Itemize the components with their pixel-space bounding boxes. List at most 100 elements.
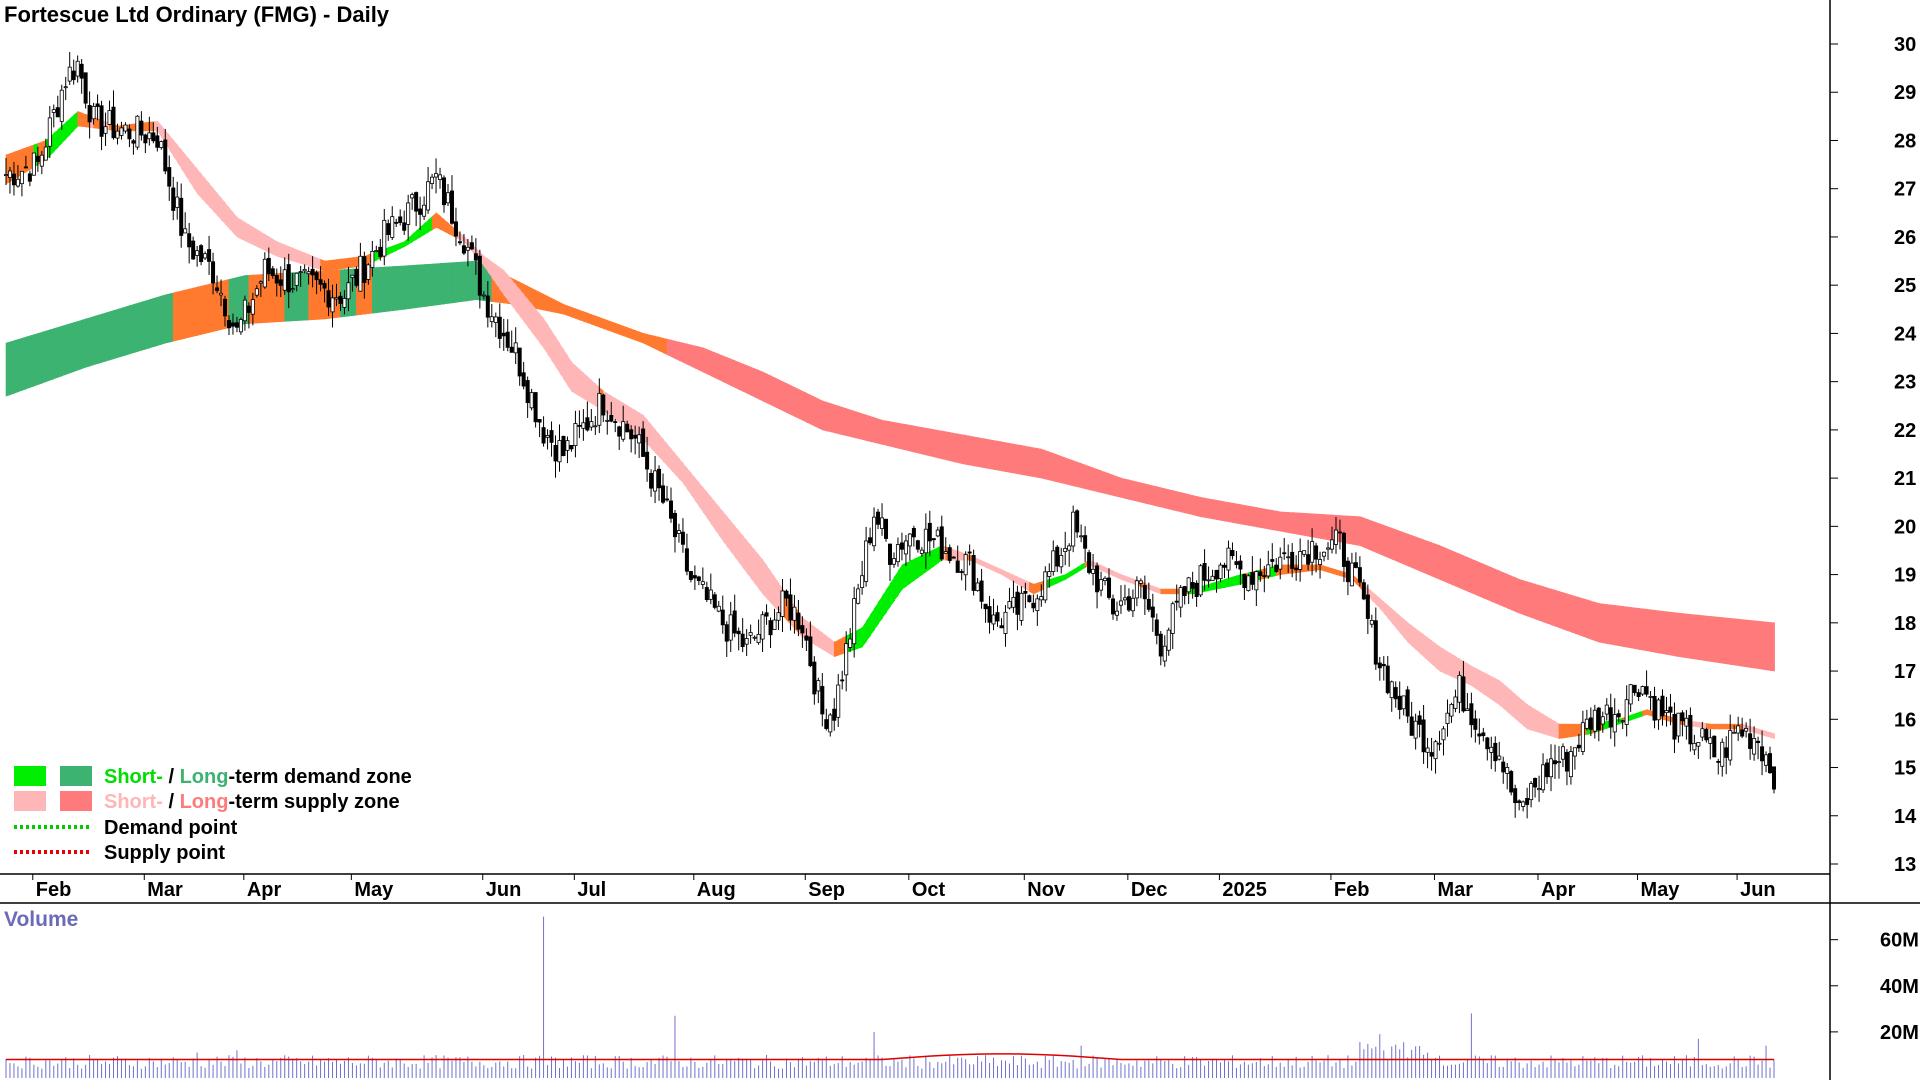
candle-body (1676, 712, 1681, 737)
candle-body (585, 417, 590, 431)
short-term-zone-segment (893, 570, 899, 602)
candle-body (195, 250, 200, 256)
candle-body (1533, 777, 1538, 788)
candle-body (382, 219, 387, 257)
candle-body (322, 283, 327, 289)
candle-body (334, 297, 339, 300)
candle-body (645, 451, 650, 470)
candle-body (139, 120, 144, 136)
candle-body (1019, 592, 1024, 621)
candle-body (649, 472, 654, 489)
candle-body (1481, 732, 1486, 737)
short-term-zone-segment (889, 576, 895, 608)
candle-body (370, 251, 375, 268)
y-tick-label: 21 (1894, 468, 1916, 490)
candle-body (553, 444, 558, 462)
candle-body (115, 130, 120, 139)
candle-body (15, 178, 20, 187)
candle-body (995, 612, 1000, 622)
candle-body (509, 346, 514, 353)
y-tick-label: 30 (1894, 34, 1916, 56)
candle-body (1716, 760, 1721, 763)
candle-body (219, 292, 224, 296)
candle-body (473, 253, 478, 261)
candle-body (1409, 716, 1414, 736)
short-term-zone-segment (1769, 732, 1775, 739)
candle-body (700, 581, 705, 585)
candle-body (1461, 676, 1466, 712)
candle-body (1349, 562, 1354, 587)
candle-body (1110, 598, 1115, 615)
short-term-zone-segment (873, 601, 879, 631)
candle-body (1250, 572, 1255, 585)
candle-body (1278, 556, 1283, 570)
y-tick-label: 27 (1894, 179, 1916, 201)
candle-body (79, 63, 84, 79)
short-term-zone-segment (57, 125, 63, 148)
candle-body (282, 269, 287, 291)
candle-body (836, 684, 841, 718)
candle-body (171, 187, 176, 211)
candle-body (489, 316, 494, 322)
volume-tick-label: 60M (1880, 930, 1919, 952)
candle-body (223, 298, 228, 317)
legend-text-part: Short- (104, 791, 163, 813)
candle-body (1421, 719, 1426, 753)
candle-body (672, 512, 677, 538)
short-term-zone-segment (53, 128, 59, 153)
candle-body (278, 279, 283, 286)
candle-body (378, 246, 383, 257)
candle-body (163, 139, 168, 172)
candle-body (51, 109, 56, 113)
candle-body (1648, 695, 1653, 698)
short-term-zone-segment (901, 562, 907, 590)
candle-body (418, 208, 423, 215)
candle-body (59, 89, 64, 122)
candle-body (1337, 531, 1342, 534)
candle-body (923, 528, 928, 554)
candle-body (776, 612, 781, 621)
candle-body (453, 221, 458, 237)
candle-body (497, 316, 502, 339)
candle-body (517, 347, 522, 377)
candle-body (1413, 720, 1418, 739)
candle-body (3, 174, 8, 176)
x-tick-label: Oct (912, 879, 946, 901)
candle-body (414, 192, 419, 212)
candle-body (573, 423, 578, 447)
y-tick-label: 28 (1894, 130, 1916, 152)
candle-body (179, 197, 184, 236)
candle-body (1003, 611, 1008, 634)
candle-body (868, 537, 873, 544)
legend-swatch-long (60, 791, 92, 811)
candle-body (1254, 571, 1259, 591)
candle-body (386, 223, 391, 235)
candle-body (27, 173, 32, 182)
candle-body (800, 625, 805, 634)
candle-body (449, 190, 454, 224)
candle-body (1505, 767, 1510, 774)
candle-body (1142, 585, 1147, 600)
candle-body (7, 170, 12, 178)
x-tick-label: Dec (1131, 879, 1168, 901)
x-tick-label: Apr (1541, 879, 1576, 901)
candle-body (1194, 582, 1199, 597)
candle-body (270, 268, 275, 277)
candle-body (422, 204, 427, 217)
candle-body (258, 281, 263, 284)
candle-body (1234, 561, 1239, 565)
candle-body (1433, 741, 1438, 760)
candle-body (1756, 740, 1761, 744)
x-tick-label: Mar (1437, 879, 1473, 901)
candle-body (1628, 684, 1633, 705)
candle-body (1326, 547, 1331, 550)
candle-body (95, 103, 100, 107)
candle-body (744, 638, 749, 645)
volume-layer (5, 916, 1775, 1078)
candle-body (1385, 665, 1390, 694)
candle-body (1103, 577, 1108, 581)
candle-body (1652, 696, 1657, 721)
candle-body (796, 612, 801, 630)
candle-body (1449, 704, 1454, 717)
